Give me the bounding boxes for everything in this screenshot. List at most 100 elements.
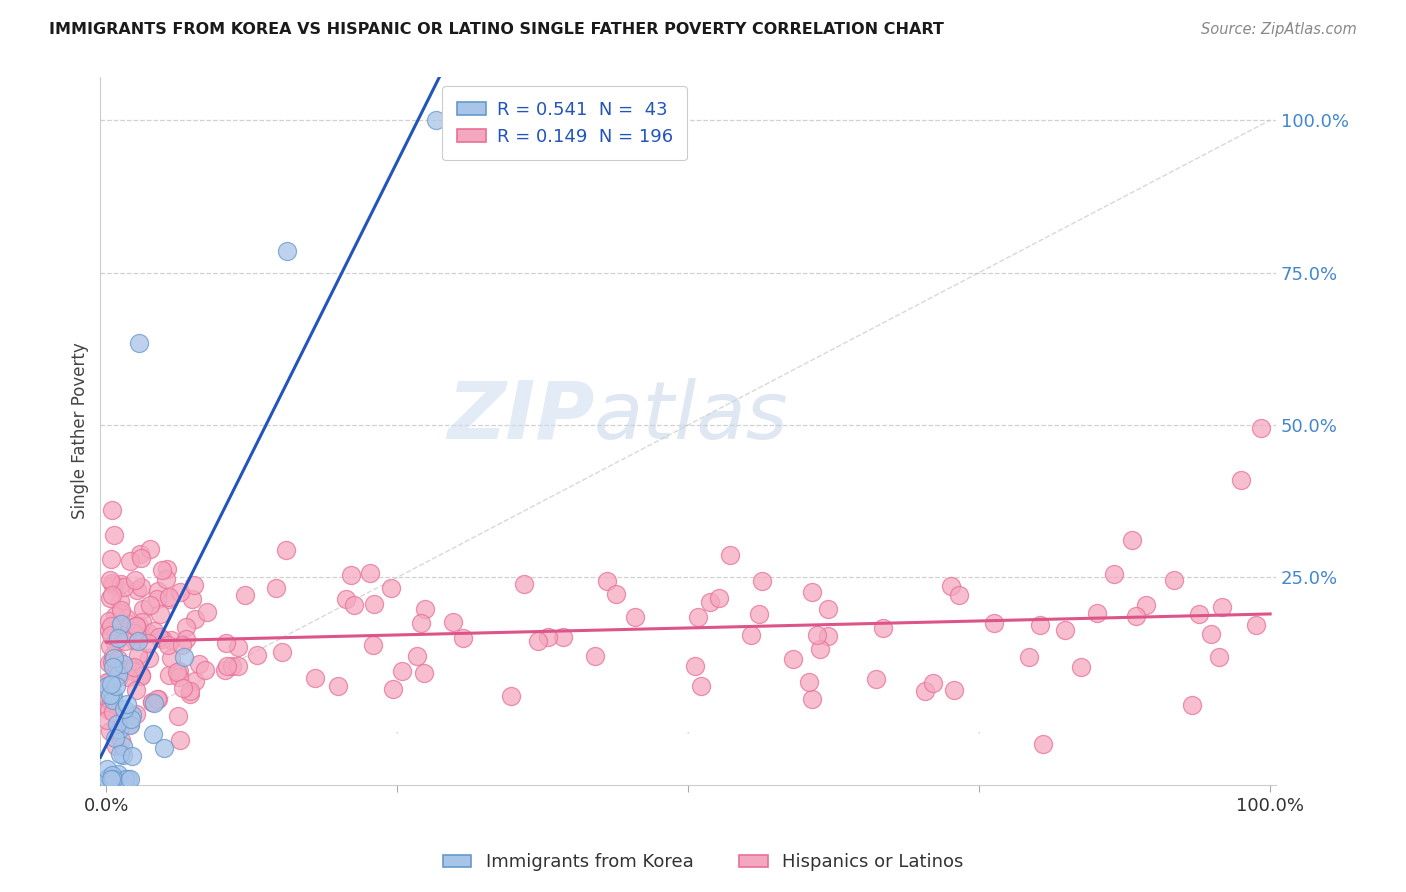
Point [363, 597, 385, 611]
Point [101, 772, 124, 786]
Point [167, 708, 190, 723]
Point [105, 679, 128, 693]
Point [128, 618, 150, 632]
Point [683, 658, 706, 673]
Point [160, 651, 183, 665]
Point [526, 634, 548, 648]
Point [153, 741, 176, 756]
Point [169, 585, 191, 599]
Point [142, 696, 165, 710]
Point [110, 732, 132, 747]
Point [108, 670, 131, 684]
Point [136, 626, 159, 640]
Point [114, 772, 136, 786]
Point [215, 636, 238, 650]
Point [129, 580, 152, 594]
Point [718, 548, 741, 562]
Point [1211, 599, 1233, 614]
Point [179, 687, 201, 701]
Point [1250, 421, 1272, 435]
Point [150, 632, 173, 647]
Point [146, 583, 169, 598]
Point [343, 598, 366, 612]
Point [413, 601, 436, 615]
Point [104, 608, 127, 623]
Point [142, 727, 165, 741]
Point [1188, 607, 1211, 621]
Point [96, 679, 118, 693]
Point [167, 664, 190, 678]
Point [782, 651, 804, 665]
Point [183, 578, 205, 592]
Point [276, 543, 298, 558]
Point [104, 636, 127, 650]
Point [707, 591, 730, 605]
Point [125, 619, 148, 633]
Point [101, 576, 124, 591]
Point [340, 568, 363, 582]
Point [98, 591, 121, 605]
Point [101, 588, 124, 602]
Point [103, 651, 125, 665]
Point [513, 577, 536, 591]
Point [111, 747, 134, 762]
Point [141, 695, 163, 709]
Point [118, 718, 141, 732]
Point [128, 628, 150, 642]
Point [129, 547, 152, 561]
Point [441, 615, 464, 629]
Text: atlas: atlas [595, 378, 789, 456]
Point [553, 630, 575, 644]
Point [157, 638, 180, 652]
Point [101, 655, 124, 669]
Point [425, 113, 447, 128]
Point [118, 772, 141, 786]
Point [117, 772, 139, 786]
Point [104, 578, 127, 592]
Point [110, 594, 132, 608]
Point [97, 692, 120, 706]
Y-axis label: Single Father Poverty: Single Father Poverty [72, 343, 89, 519]
Point [97, 703, 120, 717]
Point [110, 606, 132, 620]
Point [107, 717, 129, 731]
Point [939, 579, 962, 593]
Point [108, 747, 131, 762]
Point [195, 605, 218, 619]
Point [120, 717, 142, 731]
Point [101, 648, 124, 662]
Point [184, 612, 207, 626]
Point [104, 731, 127, 745]
Point [872, 621, 894, 635]
Point [817, 602, 839, 616]
Point [983, 616, 1005, 631]
Point [100, 552, 122, 566]
Point [1087, 606, 1109, 620]
Point [110, 603, 132, 617]
Point [751, 574, 773, 588]
Point [110, 616, 132, 631]
Point [112, 702, 135, 716]
Point [127, 648, 149, 662]
Point [107, 652, 129, 666]
Point [131, 615, 153, 630]
Point [215, 659, 238, 673]
Text: IMMIGRANTS FROM KOREA VS HISPANIC OR LATINO SINGLE FATHER POVERTY CORRELATION CH: IMMIGRANTS FROM KOREA VS HISPANIC OR LAT… [49, 22, 943, 37]
Point [103, 688, 125, 702]
Point [129, 669, 152, 683]
Point [817, 629, 839, 643]
Point [122, 632, 145, 647]
Point [114, 634, 136, 648]
Point [157, 590, 180, 604]
Point [131, 668, 153, 682]
Point [139, 598, 162, 612]
Point [103, 528, 125, 542]
Point [221, 659, 243, 673]
Point [1208, 650, 1230, 665]
Point [127, 633, 149, 648]
Point [596, 574, 619, 589]
Point [380, 581, 402, 595]
Point [1121, 533, 1143, 548]
Point [125, 619, 148, 633]
Point [98, 770, 121, 784]
